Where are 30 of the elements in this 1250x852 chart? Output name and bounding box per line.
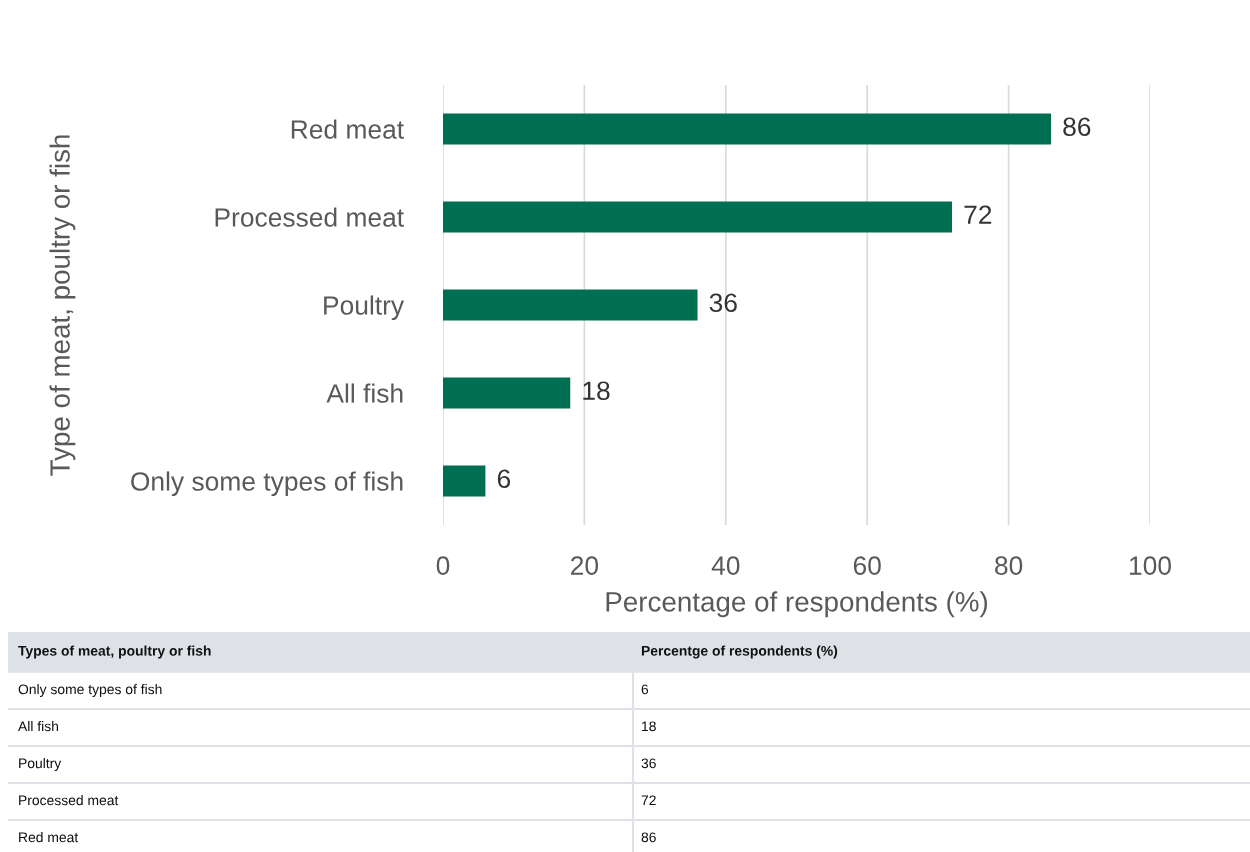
x-tick-label: 80 [995, 556, 1023, 575]
x-tick-label: 100 [1130, 556, 1171, 575]
y-tick-label: Processed meat [215, 207, 404, 227]
y-axis-title: Type of meat, poultry or fish [49, 135, 76, 476]
category-label: Poultry [19, 758, 62, 771]
data-label: 36 [709, 293, 737, 313]
text: Types of meat, poultry or fish [18, 645, 211, 659]
data-label: 86 [1063, 117, 1091, 137]
text: 18 [642, 721, 656, 732]
y-tick-label: Poultry [324, 295, 405, 321]
x-tick-label: 0 [436, 556, 450, 575]
x-axis-title: Percentage of respondents (%) [606, 591, 988, 618]
text: 86 [641, 832, 656, 843]
category-label: Red meat [19, 832, 79, 843]
y-tick-label: Only some types of fish [131, 471, 403, 497]
text: 36 [641, 758, 656, 769]
x-tick-label: 40 [711, 556, 740, 575]
y-tick-label: All fish [326, 383, 403, 403]
y-tick-label: Red meat [291, 119, 404, 139]
data-label: 72 [964, 205, 992, 224]
text: 6 [641, 684, 649, 695]
x-tick-label: 20 [571, 556, 599, 575]
data-label: 6 [497, 469, 511, 489]
category-label: Processed meat [19, 795, 119, 806]
category-label: All fish [18, 721, 59, 732]
text: Percentge of respondents (%) [641, 645, 838, 659]
text: 72 [641, 795, 656, 806]
category-label: Only some types of fish [18, 684, 162, 697]
x-tick-label: 60 [853, 556, 881, 575]
data-label: 18 [583, 381, 610, 401]
